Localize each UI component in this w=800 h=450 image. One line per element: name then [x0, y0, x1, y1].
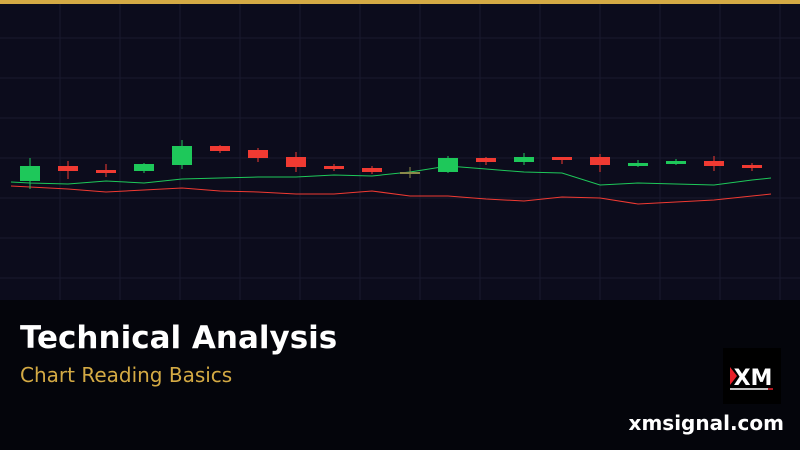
logo-text: XM [734, 366, 773, 391]
candle-body [210, 146, 230, 151]
accent-bar [0, 0, 800, 4]
candle-body [742, 165, 762, 168]
candle-body [324, 166, 344, 169]
xm-logo: XM [723, 348, 781, 404]
site-url[interactable]: xmsignal.com [628, 411, 784, 435]
caption-panel [0, 300, 800, 450]
candlestick-chart [0, 4, 800, 300]
page-subtitle: Chart Reading Basics [20, 363, 233, 387]
candle-body [96, 170, 116, 173]
candle-body [286, 157, 306, 167]
candle-body [438, 158, 458, 172]
candle-body [666, 161, 686, 164]
candle-body [172, 146, 192, 165]
candle-body [590, 157, 610, 165]
page-title: Technical Analysis [20, 320, 338, 356]
candle-body [628, 163, 648, 166]
candle-body [20, 166, 40, 181]
candle-body [400, 172, 420, 174]
candle-body [134, 164, 154, 171]
indicator-line [10, 165, 772, 186]
candle-body [552, 157, 572, 160]
candle-body [58, 166, 78, 171]
candle-body [362, 168, 382, 172]
candle-body [476, 158, 496, 162]
candle-body [248, 150, 268, 158]
candle-body [514, 157, 534, 162]
indicator-line [10, 185, 772, 205]
candle-body [704, 161, 724, 166]
